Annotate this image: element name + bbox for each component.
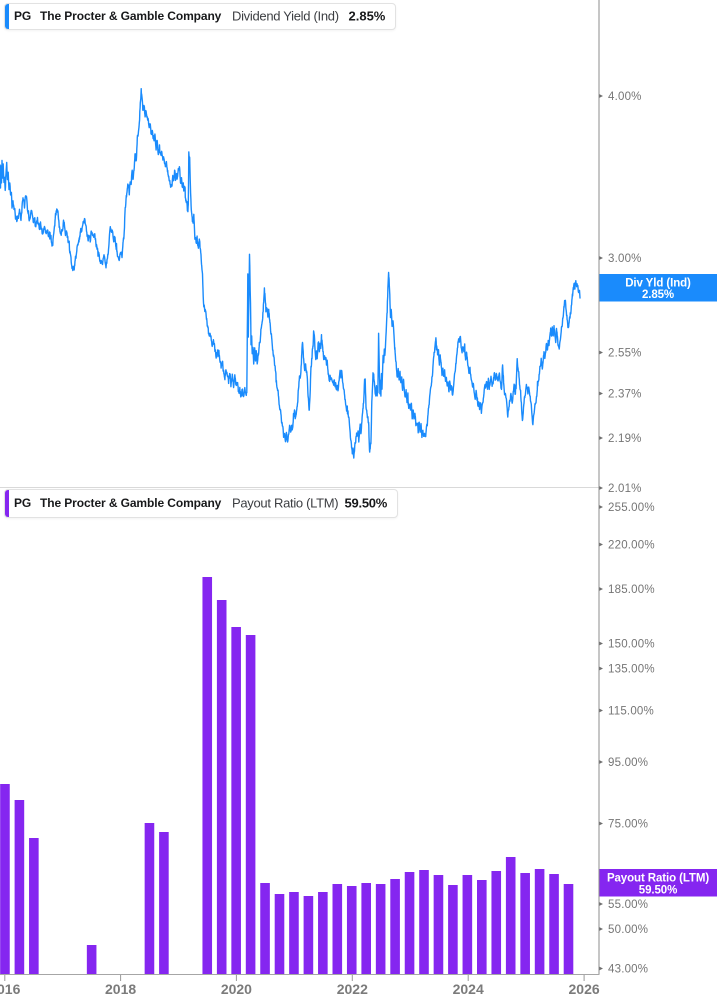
svg-text:2024: 2024 <box>453 981 484 997</box>
svg-text:Payout Ratio (LTM): Payout Ratio (LTM) <box>607 873 709 885</box>
svg-text:2026: 2026 <box>569 981 600 997</box>
svg-text:59.50%: 59.50% <box>639 884 677 896</box>
svg-text:2.37%: 2.37% <box>608 389 642 401</box>
svg-text:2.85%: 2.85% <box>642 289 674 301</box>
svg-text:2022: 2022 <box>337 981 368 997</box>
svg-text:3.00%: 3.00% <box>608 253 642 265</box>
svg-text:95.00%: 95.00% <box>608 757 648 769</box>
svg-text:135.00%: 135.00% <box>608 664 655 676</box>
svg-text:2.55%: 2.55% <box>608 348 642 360</box>
svg-text:150.00%: 150.00% <box>608 639 655 651</box>
svg-text:2018: 2018 <box>105 981 136 997</box>
svg-text:2016: 2016 <box>0 981 21 997</box>
svg-text:75.00%: 75.00% <box>608 819 648 831</box>
svg-text:2020: 2020 <box>221 981 252 997</box>
svg-text:220.00%: 220.00% <box>608 540 655 552</box>
svg-text:2.01%: 2.01% <box>608 483 642 495</box>
svg-text:4.00%: 4.00% <box>608 91 642 103</box>
svg-text:2.19%: 2.19% <box>608 433 642 445</box>
svg-text:55.00%: 55.00% <box>608 899 648 911</box>
svg-text:50.00%: 50.00% <box>608 924 648 936</box>
svg-text:Div Yld (Ind): Div Yld (Ind) <box>625 278 691 290</box>
svg-text:115.00%: 115.00% <box>608 706 654 718</box>
svg-text:185.00%: 185.00% <box>608 584 655 596</box>
svg-text:255.00%: 255.00% <box>608 502 655 514</box>
svg-text:43.00%: 43.00% <box>608 964 648 976</box>
